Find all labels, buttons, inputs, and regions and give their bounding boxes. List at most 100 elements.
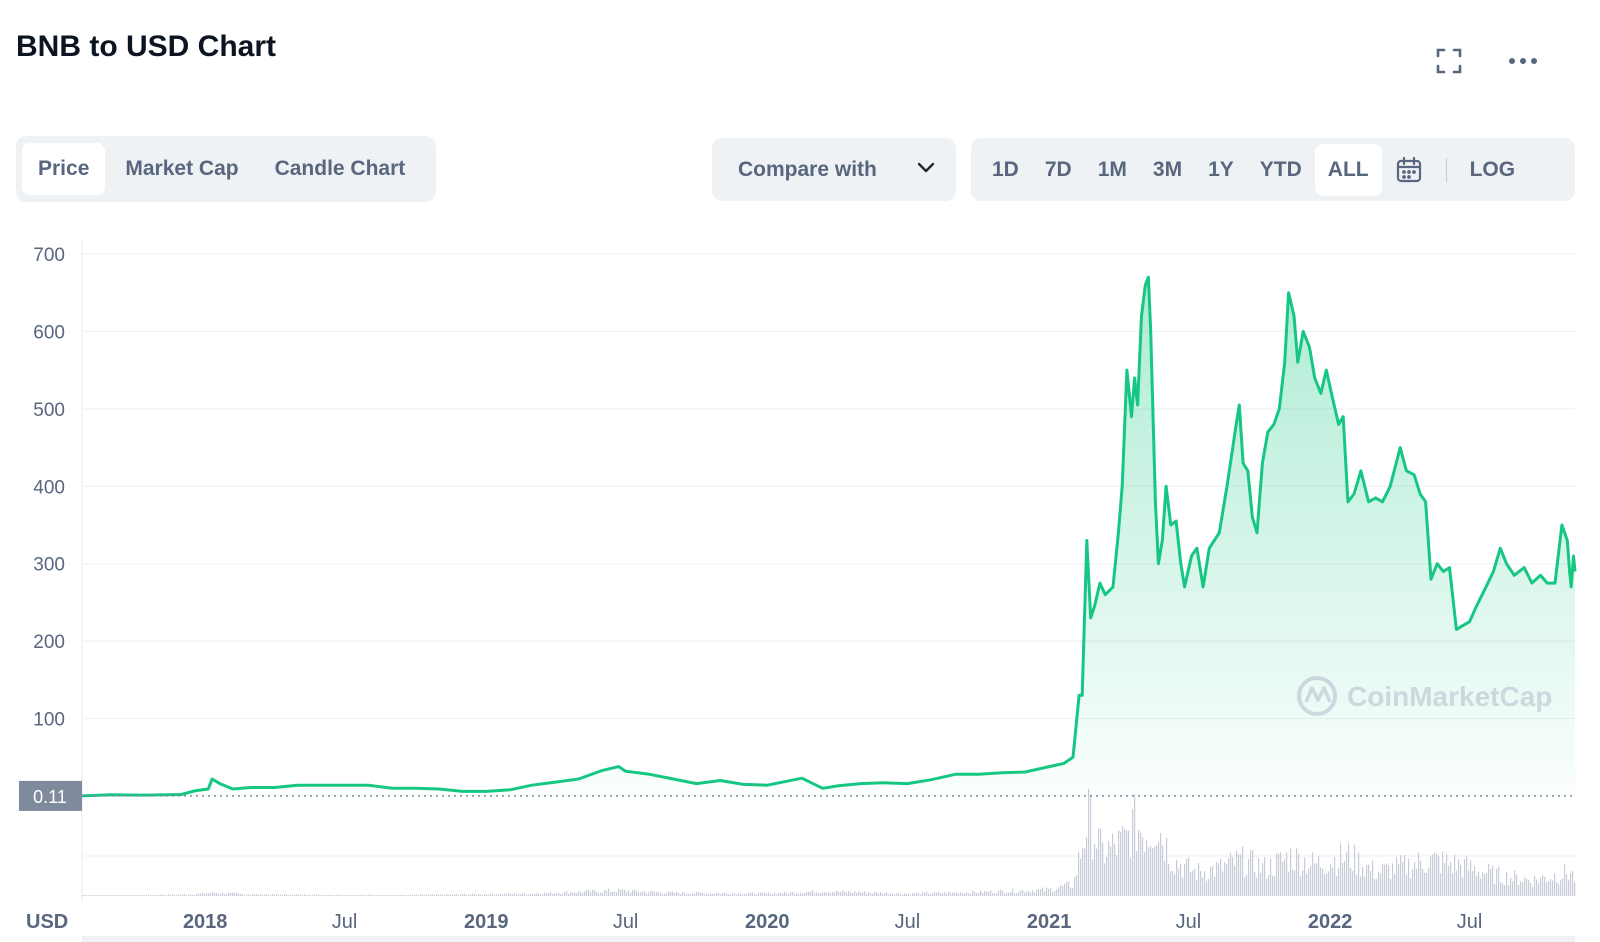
volume-bar bbox=[960, 892, 962, 896]
tab-candle-chart[interactable]: Candle Chart bbox=[274, 157, 406, 180]
volume-bar bbox=[92, 895, 94, 896]
volume-bar bbox=[530, 893, 532, 896]
calendar-icon[interactable] bbox=[1382, 144, 1436, 196]
volume-bar bbox=[1152, 848, 1154, 896]
volume-bar bbox=[1202, 877, 1204, 896]
volume-bar bbox=[1068, 881, 1070, 896]
volume-bar bbox=[1282, 861, 1284, 896]
volume-bar bbox=[336, 895, 338, 896]
more-icon[interactable] bbox=[1506, 44, 1540, 78]
volume-bar bbox=[806, 892, 808, 896]
volume-bar bbox=[1160, 832, 1162, 896]
range-7d[interactable]: 7D bbox=[1044, 157, 1072, 181]
volume-bar bbox=[402, 895, 404, 896]
volume-bar bbox=[890, 893, 892, 896]
volume-bar bbox=[1328, 871, 1330, 896]
volume-bar bbox=[1060, 885, 1062, 896]
x-tick-label: 2021 bbox=[1027, 911, 1072, 933]
volume-bar bbox=[424, 894, 426, 896]
volume-bar bbox=[1504, 885, 1506, 896]
volume-bar bbox=[1322, 868, 1324, 896]
range-3m[interactable]: 3M bbox=[1152, 157, 1183, 181]
range-1d[interactable]: 1D bbox=[992, 157, 1019, 181]
volume-bar bbox=[1182, 877, 1184, 896]
volume-bar bbox=[240, 893, 242, 896]
volume-bar bbox=[1144, 851, 1146, 896]
price-area bbox=[82, 277, 1575, 796]
volume-bar bbox=[128, 895, 130, 896]
volume-bar bbox=[910, 894, 912, 896]
volume-bar bbox=[968, 893, 970, 896]
range-1m[interactable]: 1M bbox=[1097, 157, 1127, 181]
volume-bar bbox=[614, 891, 616, 896]
volume-bar bbox=[332, 895, 334, 896]
volume-bar bbox=[1330, 864, 1332, 896]
volume-bar bbox=[1394, 874, 1396, 896]
volume-bar bbox=[502, 894, 504, 896]
volume-bar bbox=[786, 892, 788, 896]
x-tick-label: Jul bbox=[613, 911, 639, 933]
tab-market-cap[interactable]: Market Cap bbox=[125, 157, 239, 180]
range-all[interactable]: ALL bbox=[1314, 143, 1382, 196]
volume-bar bbox=[178, 894, 180, 896]
range-1y[interactable]: 1Y bbox=[1208, 157, 1234, 181]
volume-bar bbox=[686, 893, 688, 896]
volume-bar bbox=[432, 894, 434, 896]
volume-bar bbox=[1286, 852, 1288, 896]
volume-bar bbox=[306, 895, 308, 896]
volume-bar bbox=[648, 892, 650, 896]
volume-bar bbox=[818, 893, 820, 896]
volume-bar bbox=[1516, 874, 1518, 896]
volume-bar bbox=[664, 893, 666, 896]
volume-bar bbox=[630, 892, 632, 896]
volume-bar bbox=[1444, 862, 1446, 896]
volume-bar bbox=[620, 890, 622, 896]
volume-bar bbox=[850, 892, 852, 896]
volume-bar bbox=[1240, 854, 1242, 896]
volume-bar bbox=[1170, 871, 1172, 896]
volume-bar bbox=[1338, 868, 1340, 896]
volume-bar bbox=[426, 894, 428, 896]
tab-price[interactable]: Price bbox=[22, 143, 106, 195]
volume-bar bbox=[558, 893, 560, 896]
volume-bar bbox=[972, 890, 974, 896]
volume-bar bbox=[1102, 842, 1104, 896]
volume-bar bbox=[576, 892, 578, 896]
fullscreen-icon[interactable] bbox=[1432, 44, 1466, 78]
volume-bar bbox=[184, 894, 186, 896]
volume-bar bbox=[940, 893, 942, 896]
volume-bar bbox=[986, 891, 988, 896]
volume-bar bbox=[496, 894, 498, 896]
volume-bar bbox=[548, 892, 550, 896]
volume-bar bbox=[1490, 868, 1492, 896]
volume-bar bbox=[542, 894, 544, 896]
volume-bar bbox=[226, 893, 228, 896]
volume-bar bbox=[728, 894, 730, 896]
volume-bar bbox=[1434, 852, 1436, 896]
volume-bar bbox=[356, 895, 358, 896]
volume-bar bbox=[746, 893, 748, 896]
volume-bar bbox=[1104, 863, 1106, 896]
volume-bar bbox=[210, 893, 212, 896]
volume-bar bbox=[764, 893, 766, 896]
volume-bar bbox=[1354, 844, 1356, 896]
volume-bar bbox=[132, 895, 134, 896]
compare-with-dropdown[interactable]: Compare with bbox=[712, 138, 956, 201]
price-chart[interactable]: 100 200 300 400 500 600 700 0.11 CoinMarketCap 20… bbox=[0, 236, 1600, 942]
volume-bar bbox=[1176, 859, 1178, 896]
volume-bar bbox=[1450, 861, 1452, 896]
volume-bar bbox=[748, 893, 750, 896]
volume-bar bbox=[1312, 852, 1314, 896]
volume-bar bbox=[1186, 858, 1188, 896]
volume-bar bbox=[282, 895, 284, 896]
volume-bar bbox=[1234, 865, 1236, 896]
log-toggle[interactable]: LOG bbox=[1469, 157, 1516, 181]
volume-bar bbox=[468, 894, 470, 896]
volume-bar bbox=[674, 893, 676, 896]
volume-bar bbox=[1024, 892, 1026, 896]
volume-bar bbox=[1492, 865, 1494, 896]
range-ytd[interactable]: YTD bbox=[1259, 157, 1302, 181]
volume-bar bbox=[1368, 864, 1370, 896]
volume-bar bbox=[1126, 830, 1128, 896]
volume-bar bbox=[506, 894, 508, 896]
